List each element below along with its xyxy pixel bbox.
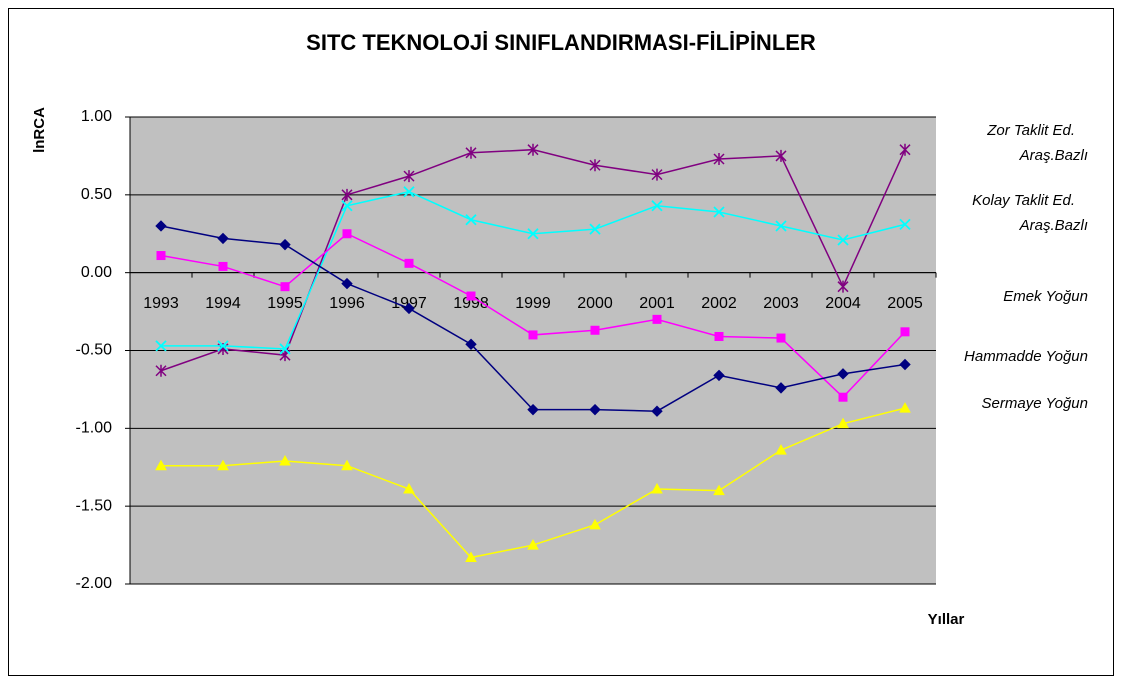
legend-label: Zor Taklit Ed. Araş.Bazlı	[986, 122, 1088, 164]
marker	[527, 228, 539, 240]
x-tick-label: 2001	[639, 295, 675, 312]
x-tick-label: 2003	[763, 295, 799, 312]
marker	[589, 223, 601, 235]
marker	[527, 539, 539, 550]
marker	[527, 143, 539, 156]
marker	[341, 200, 353, 212]
x-tick-label: 1998	[453, 295, 489, 312]
marker	[465, 338, 477, 350]
marker	[155, 220, 167, 232]
marker	[589, 159, 601, 172]
marker	[589, 518, 601, 530]
x-tick-label: 1996	[329, 295, 365, 312]
y-tick-label: 0.00	[81, 264, 112, 281]
marker	[837, 234, 849, 246]
legend-label: Kolay Taklit Ed. Araş.Bazlı	[972, 192, 1088, 234]
marker	[590, 325, 600, 335]
marker	[651, 405, 663, 417]
marker	[465, 214, 477, 226]
marker	[713, 153, 725, 166]
y-tick-label: 1.00	[81, 108, 112, 125]
y-tick-label: -2.00	[76, 575, 113, 592]
marker	[403, 170, 415, 183]
marker	[775, 220, 787, 232]
marker	[217, 340, 229, 352]
marker	[838, 392, 848, 402]
marker	[775, 149, 787, 162]
marker	[775, 382, 787, 394]
marker	[776, 333, 786, 343]
marker	[651, 483, 663, 494]
marker	[466, 291, 476, 301]
marker	[465, 146, 477, 159]
marker	[280, 282, 290, 292]
marker	[899, 143, 911, 156]
marker	[341, 277, 353, 290]
marker	[652, 314, 662, 324]
x-tick-label: 1999	[515, 295, 551, 312]
y-tick-label: -0.50	[76, 342, 113, 359]
marker	[713, 369, 725, 382]
marker	[341, 459, 353, 471]
marker	[900, 327, 910, 337]
marker	[651, 168, 663, 181]
marker	[404, 258, 414, 268]
marker	[279, 343, 291, 355]
marker	[403, 302, 415, 315]
x-tick-label: 2000	[577, 295, 613, 312]
marker	[837, 417, 849, 429]
marker	[403, 483, 415, 494]
legend-label: Hammadde Yoğun	[964, 348, 1088, 365]
y-axis-title: lnRCA	[31, 107, 48, 153]
y-tick-label: -1.50	[76, 497, 113, 514]
marker	[217, 459, 229, 471]
marker	[775, 444, 787, 455]
marker	[279, 454, 291, 466]
marker	[713, 206, 725, 218]
marker	[651, 200, 663, 212]
marker	[899, 358, 911, 371]
x-tick-label: 1994	[205, 295, 241, 312]
x-tick-label: 1995	[267, 295, 303, 312]
x-tick-label: 1993	[143, 295, 179, 312]
x-tick-label: 2004	[825, 295, 861, 312]
legend-label: Emek Yoğun	[1003, 288, 1088, 305]
marker	[217, 232, 229, 245]
x-tick-label: 2005	[887, 295, 923, 312]
marker	[403, 186, 415, 198]
marker	[899, 402, 911, 413]
marker	[899, 218, 911, 231]
marker	[341, 188, 353, 201]
chart-title: SITC TEKNOLOJİ SINIFLANDIRMASI-FİLİPİNLE…	[306, 30, 816, 55]
y-tick-label: 0.50	[81, 186, 112, 203]
marker	[837, 280, 849, 293]
marker	[465, 551, 477, 563]
legend-label: Sermaye Yoğun	[982, 395, 1088, 412]
marker	[156, 251, 166, 261]
marker	[155, 364, 167, 377]
marker	[589, 403, 601, 416]
marker	[155, 340, 167, 352]
marker	[837, 368, 849, 380]
marker	[279, 238, 291, 251]
marker	[528, 330, 538, 340]
x-tick-label: 2002	[701, 295, 737, 312]
marker	[155, 459, 167, 471]
x-axis-title: Yıllar	[928, 611, 965, 628]
marker	[527, 403, 539, 416]
marker	[714, 331, 724, 341]
marker	[218, 261, 228, 271]
y-tick-label: -1.00	[76, 420, 113, 437]
marker	[713, 484, 725, 496]
marker	[342, 229, 352, 239]
